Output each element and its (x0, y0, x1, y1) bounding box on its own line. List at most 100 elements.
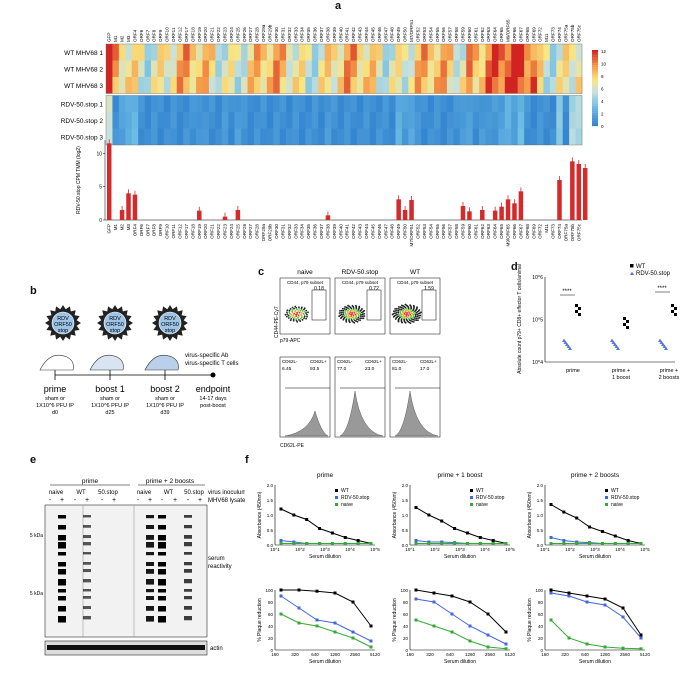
flow-event (303, 307, 306, 310)
blot-band (184, 542, 192, 547)
heatmap-cell (151, 44, 158, 61)
rdv-point (566, 344, 571, 348)
gene-label-bottom: ORF58 (454, 224, 459, 239)
blot-band (58, 535, 66, 541)
colorbar-segment (592, 112, 598, 115)
series-point (414, 588, 418, 592)
flow-event (394, 308, 396, 310)
rdv-point (562, 338, 566, 342)
step-line: d39 (160, 410, 169, 416)
colorbar-segment (592, 76, 598, 79)
series-point (279, 612, 283, 616)
heatmap-cell (228, 95, 235, 112)
heatmap-cell (485, 128, 493, 145)
gene-label-top: ORF19 (197, 27, 202, 42)
flow-event (413, 317, 416, 319)
heatmap-cell (459, 128, 467, 145)
step-title: boost 1 (95, 384, 125, 394)
heatmap-cell (389, 60, 396, 77)
flow-event (409, 322, 412, 325)
heatmap-cell (228, 77, 235, 94)
heatmap-cell (401, 128, 409, 145)
heatmap-cell (498, 128, 506, 145)
heatmap-cell (305, 44, 313, 61)
heatmap-cell (453, 128, 461, 145)
heatmap-cell (440, 128, 448, 145)
flow-event (351, 311, 354, 314)
heatmap-cell (298, 112, 306, 129)
heatmap-cell (376, 77, 383, 94)
gene-label-bottom: ORF29b (268, 224, 273, 242)
heatmap-cell (163, 128, 171, 145)
gene-label-top: ORF6 (139, 29, 144, 42)
flow-event (404, 315, 406, 318)
panel-f-charts: prime 0.0 0.5 1.0 1.5 2.0 10^1 10^2 10^3 10^4 10^5… (257, 472, 651, 665)
heatmap-cell (324, 77, 332, 94)
cd62l-minus-label: CD62L- (337, 359, 353, 364)
histogram-peak (339, 390, 384, 437)
heatmap-cell (556, 60, 564, 77)
x-tick-label: 10^3 (320, 547, 330, 552)
heatmap-cell (504, 44, 512, 61)
heatmap-cell (157, 112, 165, 129)
heatmap-cell (234, 112, 242, 129)
series-point (432, 591, 436, 595)
heatmap-cell (536, 112, 544, 129)
y-tick-label: 1.0 (267, 513, 274, 518)
heatmap-cell (247, 112, 255, 129)
cd44-axis: CD44-PE-Cy7 (274, 306, 280, 338)
blot-band (146, 535, 154, 540)
heatmap-cell (112, 95, 120, 112)
gene-label-bottom: M3 (126, 224, 131, 231)
flow-event (361, 313, 364, 316)
colorbar-segment (592, 57, 598, 60)
gene-labels-bottom: GFP M1 M2 M3 ORF4 ORF6 ORF7 ORF8 ORF9 ORF10 ORF11 O… (107, 223, 582, 246)
heatmap-cell (106, 112, 113, 129)
virus-label: stop (110, 328, 120, 334)
gene-label-top: ORF72 (538, 27, 543, 42)
step-line: sham or (100, 396, 120, 402)
colorbar-tick: 4 (601, 99, 604, 104)
series-point (315, 624, 319, 628)
cd62l-plus-value: 23.0 (365, 366, 375, 372)
heatmap-cell (498, 112, 506, 129)
x-tick-label: 2560 (620, 652, 631, 657)
rdv-point (611, 340, 616, 344)
heatmap-cell (221, 128, 229, 145)
heatmap-cell (408, 60, 416, 77)
flow-event (345, 315, 347, 318)
dotplot-frame (334, 277, 386, 335)
flow-event (420, 311, 422, 314)
colorbar-segment (592, 59, 598, 62)
flow-event (347, 314, 350, 317)
series-point (468, 624, 472, 628)
heatmap-cell (472, 112, 480, 129)
y-tick-label: 0 (405, 648, 408, 653)
heatmap-cell (459, 112, 467, 129)
blot-band (146, 552, 154, 556)
flow-event (303, 314, 306, 316)
heatmap-cell (421, 44, 428, 61)
heatmap-cell (157, 95, 165, 112)
flow-event (360, 311, 363, 314)
panel-d-chart: 10^4 10^5 10^6 Absolute count p79+ CD8+ eff… (517, 264, 680, 381)
heatmap-cell (131, 44, 139, 61)
bar (396, 199, 401, 220)
cd62l-minus-label: CD62L- (392, 359, 408, 364)
flow-event (404, 321, 407, 324)
series-point (453, 542, 457, 545)
flow-event (354, 310, 356, 312)
flow-event (397, 305, 400, 308)
heatmap-cell (131, 128, 139, 145)
series-point (639, 636, 643, 640)
group-label: 50.stop (98, 490, 118, 496)
gene-label-bottom: M2 (120, 224, 125, 231)
flow-event (298, 306, 300, 309)
flow-event (360, 313, 362, 316)
gene-label-bottom: ORF40 (338, 224, 343, 239)
gene-label-top: ORF28 (255, 27, 260, 42)
bar (518, 191, 524, 220)
heatmap-cell (337, 95, 345, 112)
